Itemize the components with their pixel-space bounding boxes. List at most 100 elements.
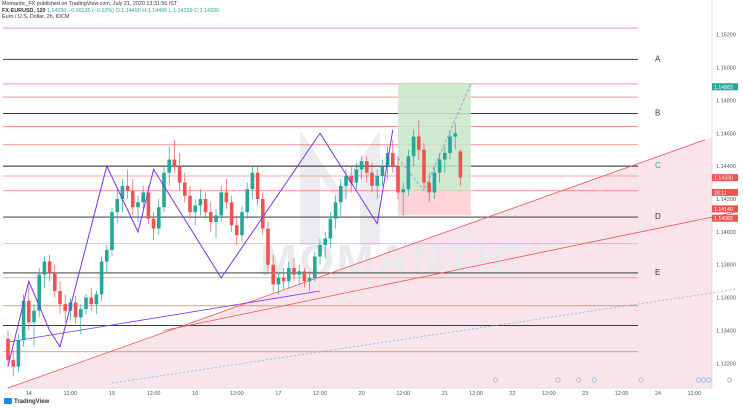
x-tick-label: 22 xyxy=(509,391,515,397)
candle-body xyxy=(63,304,67,311)
candle-body xyxy=(136,202,140,208)
candle-body xyxy=(333,202,338,219)
price-tag-box xyxy=(712,174,738,182)
candle-body xyxy=(141,192,145,203)
candle-body xyxy=(58,291,62,305)
candle-body xyxy=(417,136,421,150)
candle-body xyxy=(110,212,114,250)
candle-body xyxy=(214,215,218,223)
publisher-line: Momantic_FX published on TradingView.com… xyxy=(2,1,178,7)
tradingview-icon xyxy=(4,398,12,404)
level-label: B xyxy=(655,109,660,118)
event-marker-icon xyxy=(638,377,644,383)
candle-body xyxy=(183,182,187,196)
candle-body xyxy=(172,159,177,167)
level-label: C xyxy=(655,161,661,170)
candle-body xyxy=(151,218,156,229)
candle-body xyxy=(162,172,166,208)
level-label: D xyxy=(655,212,661,221)
candle-body xyxy=(42,261,47,275)
x-tick-label: 14 xyxy=(26,391,32,397)
candle-body xyxy=(73,302,78,318)
candle-body xyxy=(365,161,369,173)
ohlc-readout: 1.14330 −0.00136 (−0.12%) O:1.14490 H:1.… xyxy=(46,7,219,14)
candle-body xyxy=(250,172,255,190)
candle-body xyxy=(157,207,161,229)
y-tick-label: 1.15000 xyxy=(716,66,736,72)
x-tick-label: 20 xyxy=(359,391,365,397)
x-tick-label: 21 xyxy=(442,391,448,397)
candle-body xyxy=(339,185,343,203)
y-tick-label: 1.15200 xyxy=(716,33,736,39)
candle-body xyxy=(427,182,431,193)
y-tick-label: 1.13600 xyxy=(716,296,736,302)
watermark-logo xyxy=(300,130,380,245)
candle-body xyxy=(401,189,405,193)
candle-body xyxy=(255,172,260,199)
projection-path xyxy=(397,83,472,192)
candle-body xyxy=(380,166,385,176)
candle-body xyxy=(422,149,426,183)
candle-body xyxy=(443,152,447,160)
candle-body xyxy=(406,156,411,190)
candle-body xyxy=(235,225,239,236)
blue-trendline xyxy=(111,289,737,384)
price-tag-text: 1.14330 xyxy=(714,176,733,182)
candle-body xyxy=(432,172,437,193)
candle-body xyxy=(120,185,125,199)
x-tick-label: 23 xyxy=(582,391,588,397)
y-tick-label: 1.13400 xyxy=(716,328,736,334)
x-tick-label: 12:00 xyxy=(542,391,556,397)
event-marker-icon xyxy=(706,377,712,383)
y-tick-label: 1.14800 xyxy=(716,98,736,104)
price-tag-text: 28:11 xyxy=(714,190,727,196)
candle-body xyxy=(448,136,452,153)
candle-body xyxy=(219,192,223,216)
candle-body xyxy=(240,212,244,236)
level-label: E xyxy=(655,268,660,277)
candle-body xyxy=(6,338,10,361)
candle-body xyxy=(224,192,229,203)
event-marker-icon xyxy=(727,377,733,383)
candle-body xyxy=(125,185,130,191)
candle-body xyxy=(209,212,213,223)
price-tag-text: 1.14083 xyxy=(714,216,733,222)
candle-body xyxy=(188,195,192,213)
price-tag-box xyxy=(712,188,738,196)
candle-body xyxy=(411,136,416,157)
candle-body xyxy=(323,238,327,246)
candle-body xyxy=(99,261,104,295)
candle-body xyxy=(32,310,36,323)
event-marker-icon xyxy=(576,377,582,383)
event-marker-icon xyxy=(695,377,701,383)
candle-body xyxy=(313,256,317,278)
x-tick-label: 12:00 xyxy=(230,391,244,397)
event-marker-icon xyxy=(591,377,597,383)
chart-header: Momantic_FX published on TradingView.com… xyxy=(2,1,562,29)
candle-body xyxy=(203,199,208,213)
x-tick-label: 12:00 xyxy=(615,391,629,397)
y-tick-label: 1.14200 xyxy=(716,197,736,203)
price-tag-text: 1.14140 xyxy=(714,207,733,213)
candle-body xyxy=(21,300,26,341)
candle-body xyxy=(245,189,249,213)
candle-body xyxy=(359,161,364,170)
candle-body xyxy=(453,133,457,137)
x-tick-label: 17 xyxy=(275,391,281,397)
candle-body xyxy=(437,159,442,173)
candle-body xyxy=(16,340,21,367)
candle-body xyxy=(94,294,99,305)
y-tick-label: 1.13800 xyxy=(716,263,736,269)
candle-body xyxy=(375,175,379,186)
y-tick-label: 1.14600 xyxy=(716,131,736,137)
x-tick-label: 15 xyxy=(109,391,115,397)
price-tag-box xyxy=(712,83,738,91)
x-tick-label: 16 xyxy=(192,391,198,397)
candle-body xyxy=(131,190,135,208)
x-tick-label: 12:00 xyxy=(396,391,410,397)
candle-body xyxy=(370,172,374,186)
candle-body xyxy=(105,249,109,262)
price-tag-box xyxy=(712,214,738,222)
candle-body xyxy=(354,169,359,183)
